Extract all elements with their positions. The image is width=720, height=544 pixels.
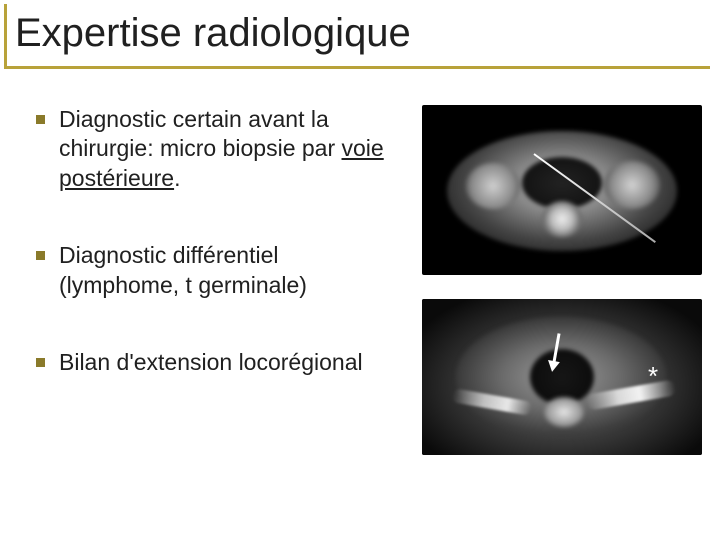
asterisk-annotation: * (648, 361, 658, 392)
mri-scan-image: * (422, 299, 702, 455)
bullet-text: Diagnostic certain avant la chirurgie: m… (59, 105, 396, 193)
bullet-text: Diagnostic différentiel (lymphome, t ger… (59, 241, 396, 300)
text-run: . (174, 165, 180, 191)
image-column: * (416, 105, 702, 455)
title-bar: Expertise radiologique (4, 4, 710, 69)
bullet-text: Bilan d'extension locorégional (59, 348, 363, 377)
list-item: Diagnostic différentiel (lymphome, t ger… (36, 241, 396, 300)
slide-title: Expertise radiologique (15, 12, 698, 54)
bullet-list: Diagnostic certain avant la chirurgie: m… (36, 105, 396, 455)
bullet-icon (36, 251, 45, 260)
list-item: Bilan d'extension locorégional (36, 348, 396, 377)
list-item: Diagnostic certain avant la chirurgie: m… (36, 105, 396, 193)
bullet-icon (36, 358, 45, 367)
content-area: Diagnostic certain avant la chirurgie: m… (0, 69, 720, 455)
bullet-icon (36, 115, 45, 124)
ct-scan-image (422, 105, 702, 275)
text-run: Diagnostic différentiel (lymphome, t ger… (59, 242, 307, 297)
text-run: Diagnostic certain avant la chirurgie: m… (59, 106, 342, 161)
text-run: Bilan d'extension locorégional (59, 349, 363, 375)
